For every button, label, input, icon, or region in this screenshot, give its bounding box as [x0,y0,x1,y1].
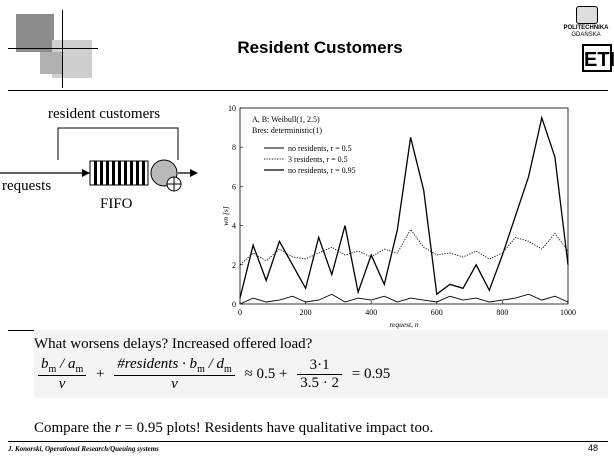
chart-legend: no residents, r = 0.5 3 residents, r = 0.… [264,144,356,175]
f1-num-mid: / a [56,356,76,372]
f1-den: v [58,376,66,392]
compare-post: = 0.95 plots! Residents have qualitative… [120,420,434,436]
f2-den: v [171,376,178,392]
logo-line2: GDAŃSKA [571,32,601,38]
footer-text: J. Konorski, Operational Research/Queuin… [8,445,159,453]
compare-text: Compare the r = 0.95 plots! Residents ha… [34,420,433,437]
approx-op: ≈ 0.5 + [244,366,288,382]
compare-var: r [114,420,121,436]
arrival-arrowhead [82,169,90,177]
f3-den: 3.5 · 2 [300,375,339,391]
decor-square-dark [16,14,54,52]
x-tick-label: 200 [300,308,312,317]
fifo-label: FIFO [100,196,133,212]
series-line-2 [239,228,569,266]
chart-annotation-1: A, B: Weibull(1, 2.5) [252,115,320,124]
y-tick-label: 10 [228,104,236,113]
x-tick-label: 400 [365,308,377,317]
load-formula: bm / am v + #residents · bm / dm v ≈ 0.5… [36,356,394,396]
f1-num-sub2: m [75,364,84,375]
f2-num-sub2: m [224,364,232,375]
f2-num: #residents · b [117,356,198,372]
series-line-1 [239,293,569,305]
x-tick-label: 1000 [560,308,576,317]
queue-diagram [0,127,198,192]
compare-pre: Compare the [34,420,115,436]
resident-customers-label: resident customers [48,106,161,122]
fraction-3: 3·1 3.5 · 2 [297,357,342,392]
y-tick-label: 0 [232,300,236,309]
decor-vline [62,10,63,88]
fifo-buffer [89,160,149,186]
resident-token-icon [166,176,182,192]
requests-label: requests [2,178,52,194]
title-divider [8,90,608,91]
plus-op: + [95,366,105,382]
result-op: = 0.95 [351,366,391,382]
footer-divider [8,441,608,442]
logo-line1: POLITECHNIKA [563,25,609,31]
decor-hline [8,48,98,49]
f3-num: 3·1 [297,357,342,375]
x-tick-label: 800 [496,308,508,317]
f2-num-sub: m [197,364,205,375]
x-tick-label: 600 [431,308,443,317]
fraction-2: #residents · bm / dm v [114,356,235,393]
logo-mark: ETI [582,44,614,72]
legend-label-1: no residents, r = 0.5 [288,144,352,153]
plot-frame [239,107,569,305]
x-tick-label: 0 [238,308,242,317]
y-tick-label: 4 [232,222,236,231]
university-logo: POLITECHNIKA GDAŃSKA ETI [560,6,614,76]
chart-annotation-2: Bres: deterministic(1) [252,126,322,135]
legend-label-3: no residents, r = 0.95 [288,166,356,175]
legend-label-2: 3 residents, r = 0.5 [288,155,348,164]
page-number: 48 [588,443,599,453]
y-tick-label: 6 [232,182,236,191]
decor-square-mid [40,52,62,74]
f1-num-sub: m [48,364,57,375]
x-axis-label: request, n [389,320,419,329]
fraction-1: bm / am v [38,356,87,393]
question-text: What worsens delays? Increased offered l… [34,336,313,352]
y-tick-label: 8 [232,143,236,152]
crest-icon [576,6,598,24]
resident-loop-line [57,127,179,160]
departure-arrowhead [190,169,198,177]
slide-title: Resident Customers [237,38,403,57]
f1-num: b [41,356,49,372]
series-line-3 [239,115,569,299]
series-group [239,115,569,305]
formula-band [34,330,608,398]
y-tick-label: 2 [232,261,236,270]
delay-chart: 0 200 400 600 800 1000 0 2 4 6 8 10 A, B: Weibull(1… [222,104,576,329]
f2-num-mid: / d [204,356,225,372]
y-axis-label: wn [s] [222,206,230,225]
